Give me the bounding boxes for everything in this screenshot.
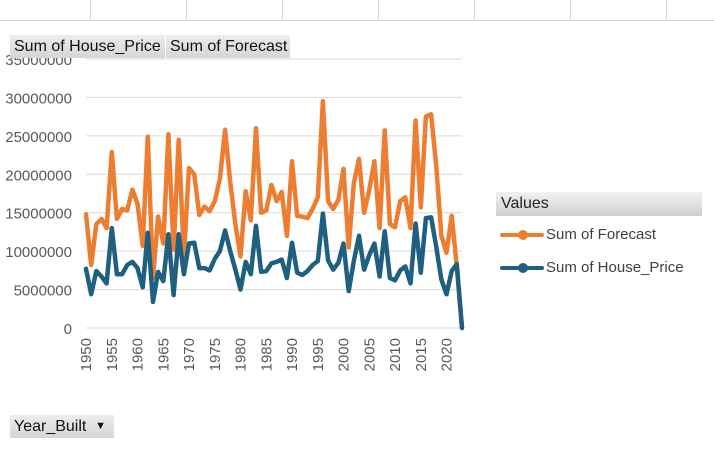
legend-swatch [500, 230, 544, 241]
grid-line [186, 0, 187, 20]
grid-line [0, 20, 714, 21]
grid-line [666, 0, 667, 20]
y-tick-label: 5000000 [14, 283, 72, 300]
x-tick-label: 1980 [233, 338, 250, 371]
grid-line [90, 0, 91, 20]
x-tick-label: 1990 [284, 338, 301, 371]
legend-marker [518, 230, 528, 241]
legend-item-forecast: Sum of Forecast [500, 225, 656, 245]
grid-line [474, 0, 475, 20]
worksheet-grid-row [0, 0, 714, 21]
year-built-label: Year_Built [14, 418, 87, 435]
y-tick-label: 15000000 [5, 206, 72, 223]
legend-marker [518, 263, 528, 274]
triangle-down-icon[interactable]: ▼ [95, 420, 106, 432]
legend-swatch [500, 263, 544, 274]
x-tick-label: 2015 [413, 338, 430, 371]
x-tick-label: 1970 [181, 338, 198, 371]
x-tick-label: 2010 [387, 338, 404, 371]
x-tick-label: 2020 [439, 338, 456, 371]
y-tick-label: 25000000 [5, 129, 72, 146]
grid-line [570, 0, 571, 20]
x-tick-label: 1950 [78, 338, 95, 371]
series-line-1 [83, 211, 465, 331]
legend-label: Sum of Forecast [546, 226, 657, 243]
x-tick-label: 1975 [207, 338, 224, 371]
y-tick-label: 0 [64, 321, 72, 338]
x-tick-label: 1985 [258, 338, 275, 371]
y-tick-label: 20000000 [5, 167, 72, 184]
x-tick-label: 1995 [310, 338, 327, 371]
grid-line [378, 0, 379, 20]
sum-of-house-price-field-button[interactable]: Sum of House_Price [10, 35, 166, 58]
legend-item-house-price: Sum of House_Price [500, 258, 684, 278]
y-tick-label: 10000000 [5, 244, 72, 261]
y-tick-label: 30000000 [5, 90, 72, 107]
year-built-field-button[interactable]: Year_Built ▼ [10, 415, 115, 438]
sum-of-forecast-field-button[interactable]: Sum of Forecast [166, 35, 291, 58]
x-tick-label: 1965 [155, 338, 172, 371]
legend-title: Values [496, 192, 702, 216]
series-line-0 [83, 99, 465, 331]
x-tick-label: 2005 [361, 338, 378, 371]
x-tick-label: 2000 [336, 338, 353, 371]
x-tick-label: 1960 [130, 338, 147, 371]
grid-line [282, 0, 283, 20]
x-tick-label: 1955 [104, 338, 121, 371]
legend-label: Sum of House_Price [546, 259, 684, 276]
